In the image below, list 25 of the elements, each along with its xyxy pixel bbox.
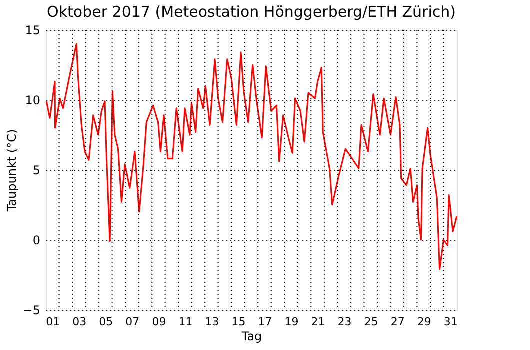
x-tick-label: 03	[72, 316, 87, 328]
x-tick-label: 31	[444, 316, 458, 328]
x-tick-label: 25	[364, 316, 378, 328]
x-tick-label: 13	[205, 316, 220, 328]
x-tick-label: 09	[152, 316, 166, 328]
x-tick-label: 01	[46, 316, 60, 328]
y-axis-title: Taupunkt (°C)	[4, 129, 19, 213]
y-tick-label: 10	[25, 94, 40, 108]
y-tick-label: 5	[32, 164, 40, 178]
x-axis-title: Tag	[240, 330, 262, 344]
x-tick-label: 23	[338, 316, 352, 328]
y-tick-label: 0	[32, 234, 40, 248]
x-tick-label: 17	[258, 316, 272, 328]
x-tick-label: 11	[178, 316, 193, 328]
x-tick-label: 27	[390, 316, 405, 328]
x-tick-label: 29	[417, 316, 432, 328]
line-series	[46, 43, 458, 270]
x-tick-label: 05	[99, 316, 114, 328]
x-tick-label: 19	[284, 316, 299, 328]
y-tick-label: 15	[25, 24, 40, 38]
x-tick-label: 21	[311, 316, 326, 328]
x-tick-label: 07	[126, 316, 140, 328]
x-tick-label: 15	[232, 316, 246, 328]
chart-title: Oktober 2017 (Meteostation Hönggerberg/ETH Zürich)	[47, 3, 456, 21]
y-tick-label: −5	[22, 304, 40, 318]
